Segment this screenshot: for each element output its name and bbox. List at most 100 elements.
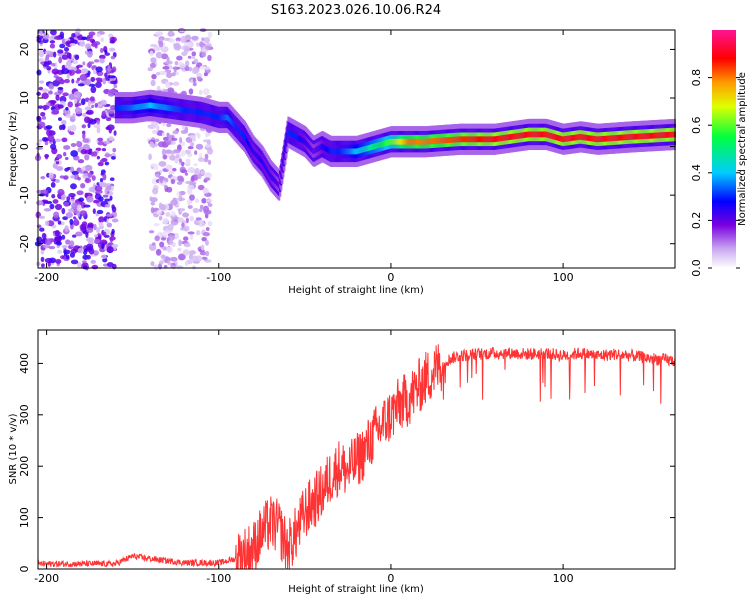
noise-cell <box>180 129 188 135</box>
noise-cell <box>96 226 100 234</box>
noise-cell <box>99 47 104 54</box>
noise-cell <box>65 239 71 245</box>
noise-cell <box>104 49 108 54</box>
noise-cell <box>177 217 184 223</box>
noise-cell <box>42 105 50 110</box>
noise-cell <box>169 256 178 262</box>
noise-cell <box>195 229 201 236</box>
noise-cell <box>39 29 43 37</box>
noise-cell <box>203 157 209 163</box>
noise-cell <box>160 254 166 259</box>
noise-cell <box>180 150 186 157</box>
noise-cell <box>185 60 190 67</box>
noise-cell <box>113 84 118 89</box>
noise-cell <box>75 80 80 84</box>
noise-cell <box>202 139 211 143</box>
noise-cell <box>110 104 117 111</box>
noise-cell <box>207 147 214 155</box>
spectrogram-y-ticks: -20 -10 0 10 20 <box>18 42 675 253</box>
noise-cell <box>70 259 79 265</box>
noise-cell <box>76 204 82 212</box>
noise-cell <box>193 67 197 74</box>
noise-cell <box>44 50 53 55</box>
noise-cell <box>151 130 158 134</box>
noise-cell <box>106 213 113 217</box>
noise-cell <box>36 236 43 243</box>
noise-cell <box>186 188 193 195</box>
colorbar-ticks: 0.0 0.2 0.4 0.6 0.8 <box>690 69 740 277</box>
noise-cell <box>150 163 159 168</box>
noise-cell <box>171 72 176 77</box>
noise-cell <box>101 147 107 152</box>
noise-cell <box>100 37 105 42</box>
noise-cell <box>181 51 188 57</box>
noise-cell <box>92 208 96 215</box>
colorbar-label: Normalized spectral amplitude <box>737 72 748 226</box>
noise-cell <box>85 111 92 115</box>
noise-cell <box>44 257 53 264</box>
noise-cell <box>150 201 156 206</box>
noise-cell <box>62 92 69 97</box>
noise-cell <box>154 143 158 147</box>
noise-cell <box>199 41 204 48</box>
noise-cell <box>104 204 111 208</box>
noise-cell <box>45 125 53 130</box>
noise-cell <box>113 130 117 136</box>
noise-cell <box>162 136 169 141</box>
noise-cell <box>82 265 88 270</box>
noise-cell <box>85 43 92 50</box>
noise-cell <box>204 213 209 219</box>
noise-cell <box>46 129 53 137</box>
noise-cell <box>100 101 108 106</box>
noise-cell <box>82 260 87 264</box>
noise-cell <box>54 229 60 237</box>
noise-cell <box>207 31 213 39</box>
noise-cell <box>163 37 170 41</box>
noise-cell <box>53 36 62 40</box>
noise-cell <box>159 176 163 184</box>
noise-cell <box>87 172 93 178</box>
noise-cell <box>63 175 69 180</box>
noise-cell <box>82 144 90 151</box>
noise-cell <box>192 82 197 87</box>
noise-cell <box>181 125 186 130</box>
noise-cell <box>106 246 114 254</box>
noise-cell <box>187 166 196 174</box>
noise-cell <box>45 154 49 160</box>
noise-cell <box>93 124 101 129</box>
noise-cell <box>86 34 94 39</box>
noise-cell <box>193 58 199 64</box>
noise-cell <box>93 199 100 204</box>
noise-cell <box>207 159 212 165</box>
snr-y-tick-label: 200 <box>18 456 31 477</box>
colorbar-tick-label: 0.4 <box>690 164 703 182</box>
noise-cell <box>199 251 207 256</box>
noise-cell <box>87 222 94 228</box>
noise-cell <box>180 35 187 43</box>
noise-cell <box>155 31 164 36</box>
noise-cell <box>35 146 44 150</box>
noise-cell <box>93 234 99 238</box>
noise-cell <box>102 77 107 85</box>
noise-cell <box>148 153 152 161</box>
noise-cell <box>173 66 177 73</box>
noise-cell <box>172 197 177 201</box>
noise-cell <box>88 247 95 255</box>
noise-cell <box>69 199 77 204</box>
noise-cell <box>72 234 77 238</box>
noise-cell <box>202 88 210 96</box>
noise-cell <box>102 231 107 237</box>
noise-cell <box>64 225 69 233</box>
noise-cell <box>180 169 188 174</box>
noise-cell <box>49 29 57 36</box>
noise-cell <box>150 79 156 87</box>
noise-cell <box>169 154 176 161</box>
noise-cell <box>197 173 202 180</box>
noise-cell <box>106 222 113 228</box>
noise-cell <box>40 249 45 255</box>
noise-cell <box>74 102 82 107</box>
noise-cell <box>50 181 56 188</box>
noise-cell <box>162 66 170 70</box>
noise-cell <box>164 69 172 73</box>
noise-cell <box>154 138 160 143</box>
